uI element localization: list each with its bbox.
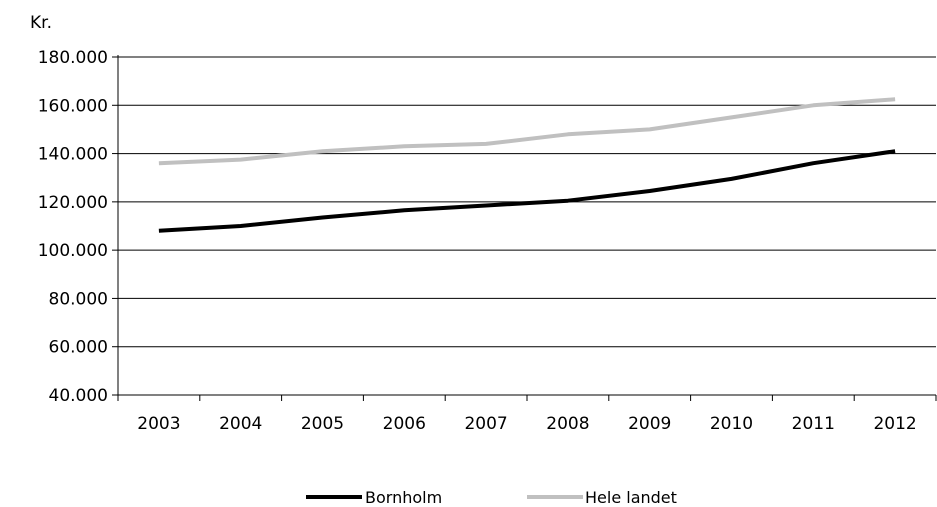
legend-label: Hele landet <box>585 488 677 507</box>
x-tick-label: 2008 <box>546 414 589 434</box>
x-tick-label: 2003 <box>137 414 180 434</box>
legend-label: Bornholm <box>365 488 442 507</box>
x-tick-label: 2011 <box>792 414 835 434</box>
y-tick-label: 40.000 <box>49 386 108 406</box>
x-tick-label: 2005 <box>301 414 344 434</box>
series-line <box>158 149 896 233</box>
legend: Bornholm Hele landet <box>306 488 677 507</box>
x-tick-label: 2006 <box>383 414 426 434</box>
y-tick-label: 80.000 <box>49 289 108 309</box>
series-lines <box>158 97 896 233</box>
gridlines <box>118 56 936 348</box>
y-tick-label: 140.000 <box>38 145 108 165</box>
y-tick-label: 120.000 <box>38 193 108 213</box>
x-tick-label: 2007 <box>464 414 507 434</box>
y-tick-label: 100.000 <box>38 241 108 261</box>
axes <box>112 55 937 401</box>
x-tick-label: 2009 <box>628 414 671 434</box>
x-tick-labels: 2003 2004 2005 2006 2007 2008 2009 2010 2011 2012 <box>137 414 916 434</box>
x-tick-label: 2012 <box>873 414 916 434</box>
series-line <box>158 97 896 166</box>
y-tick-label: 60.000 <box>49 338 108 358</box>
y-unit-label: Kr. <box>30 13 52 33</box>
x-tick-label: 2010 <box>710 414 753 434</box>
y-tick-label: 160.000 <box>38 96 108 116</box>
y-tick-labels: 40.000 60.000 80.000 100.000 120.000 140.000 1… <box>38 48 108 406</box>
x-tick-label: 2004 <box>219 414 262 434</box>
y-tick-label: 180.000 <box>38 48 108 68</box>
